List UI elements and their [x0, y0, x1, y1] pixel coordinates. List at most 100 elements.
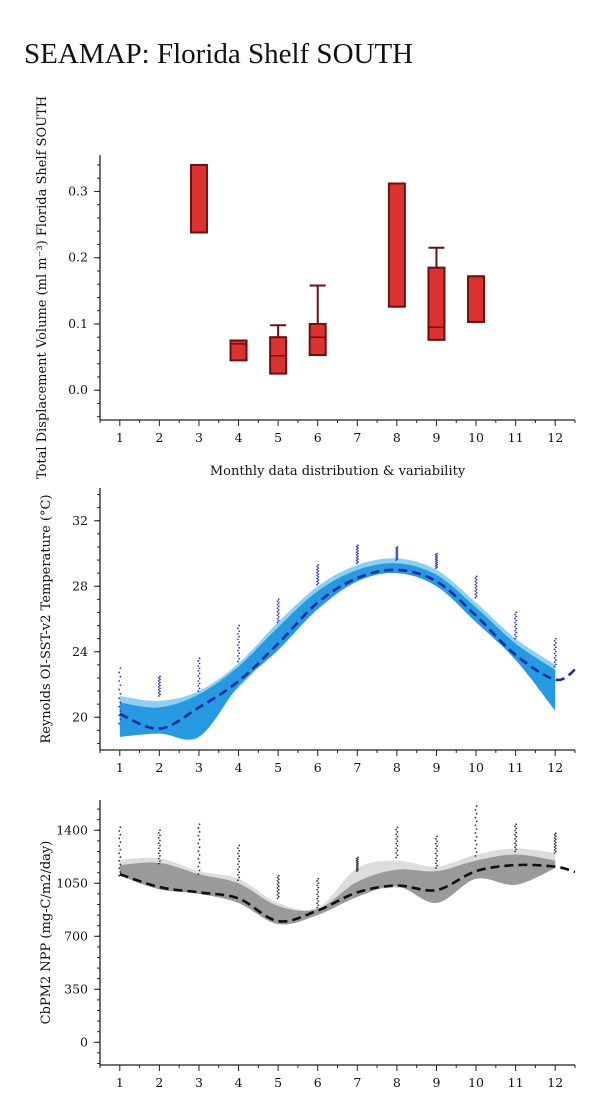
data-point — [475, 828, 478, 831]
data-point — [356, 862, 359, 865]
data-point — [157, 847, 160, 850]
data-point — [436, 552, 438, 555]
data-point — [434, 852, 437, 855]
data-point — [553, 652, 556, 655]
box-month-8 — [387, 182, 406, 308]
data-point — [475, 595, 478, 597]
data-point — [474, 577, 477, 579]
data-point — [317, 877, 320, 880]
data-point — [237, 627, 239, 630]
data-point — [355, 556, 358, 559]
band-dark — [119, 854, 556, 925]
data-point — [237, 857, 239, 860]
data-point — [514, 825, 516, 828]
data-point — [396, 831, 399, 833]
data-point — [157, 857, 160, 860]
box-iqr — [387, 182, 406, 308]
data-point — [237, 868, 239, 871]
data-point — [316, 580, 319, 583]
data-point — [553, 836, 556, 839]
data-point — [436, 563, 438, 566]
data-point — [355, 863, 358, 866]
data-point — [157, 842, 160, 844]
box-iqr — [189, 163, 208, 234]
y-tick-label: 0.3 — [68, 183, 88, 198]
data-point — [238, 646, 241, 649]
data-point — [238, 871, 241, 874]
y-tick-label: 32 — [72, 513, 88, 528]
data-point — [355, 559, 358, 562]
data-point — [356, 544, 359, 547]
data-point — [355, 870, 358, 873]
x-tick-label: 2 — [155, 430, 163, 445]
x-tick-label: 5 — [274, 760, 282, 775]
x-tick-label: 6 — [314, 430, 322, 445]
data-point — [198, 854, 201, 856]
data-point — [159, 681, 161, 684]
x-tick-label: 4 — [235, 1075, 243, 1090]
data-point — [395, 851, 398, 854]
data-point — [515, 615, 518, 618]
data-point — [197, 850, 200, 853]
data-point — [396, 548, 399, 550]
data-point — [316, 577, 319, 580]
data-point — [515, 831, 518, 834]
data-point — [395, 856, 398, 859]
data-point — [157, 862, 160, 865]
data-point — [395, 833, 398, 836]
x-tick-label: 6 — [314, 760, 322, 775]
data-point — [238, 624, 241, 627]
data-point — [356, 547, 359, 549]
data-point — [553, 648, 556, 651]
data-point — [356, 865, 359, 867]
band-dark — [119, 563, 556, 740]
data-point — [475, 582, 478, 584]
data-point — [277, 619, 280, 622]
x-tick-label: 10 — [468, 1075, 484, 1090]
data-point — [277, 612, 280, 615]
data-point — [434, 562, 437, 565]
data-point — [474, 839, 477, 842]
data-point — [159, 839, 161, 842]
data-point — [514, 613, 516, 616]
data-point — [119, 710, 122, 712]
box-iqr — [427, 266, 446, 341]
data-point — [118, 688, 121, 691]
data-point — [475, 591, 478, 594]
data-point — [514, 633, 516, 636]
data-point — [436, 859, 438, 862]
data-point — [553, 839, 556, 842]
data-point — [119, 841, 122, 844]
x-tick-label: 8 — [393, 1075, 401, 1090]
data-point — [436, 850, 438, 852]
box-month-5 — [269, 324, 288, 375]
data-point — [316, 888, 319, 891]
x-tick-label: 11 — [508, 430, 524, 445]
data-point — [316, 906, 319, 909]
data-point — [475, 851, 478, 854]
data-point — [197, 873, 200, 876]
data-point — [119, 701, 122, 704]
data-point — [118, 722, 121, 725]
data-point — [395, 842, 398, 845]
data-point — [118, 867, 121, 870]
data-point — [395, 557, 398, 559]
data-point — [317, 576, 320, 578]
page-title: SEAMAP: Florida Shelf SOUTH — [24, 38, 414, 70]
data-point — [316, 880, 319, 882]
data-point — [355, 857, 358, 860]
data-point — [159, 678, 161, 681]
data-point — [119, 856, 122, 858]
data-point — [356, 860, 359, 863]
data-point — [554, 835, 557, 838]
data-point — [515, 631, 518, 634]
data-point — [276, 617, 279, 620]
y-tick-label: 700 — [64, 928, 88, 943]
data-point — [317, 895, 320, 898]
data-point — [355, 861, 358, 864]
data-point — [434, 842, 437, 845]
data-point — [514, 637, 516, 640]
y-tick-label: 0.2 — [68, 250, 88, 265]
data-point — [434, 553, 437, 556]
x-tick-label: 3 — [195, 760, 203, 775]
